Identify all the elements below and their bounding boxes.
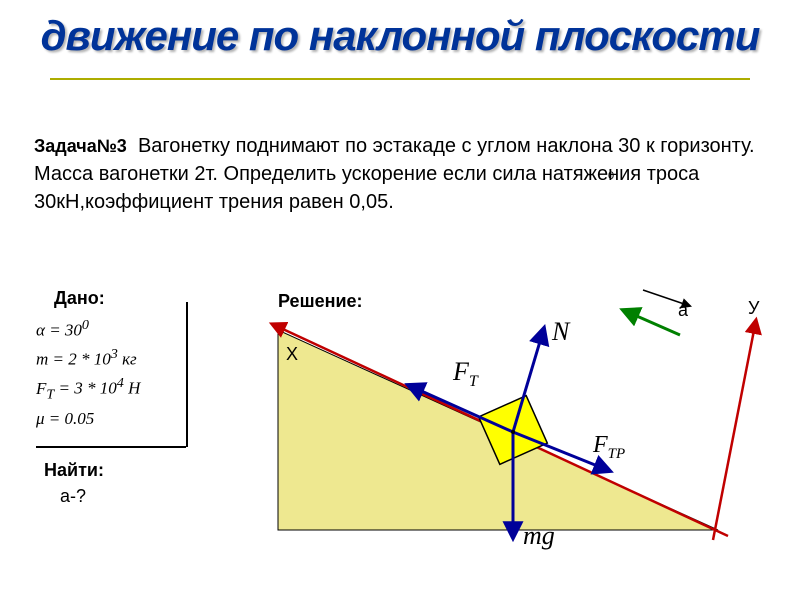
x-axis-label: Х (286, 344, 298, 364)
accel-label: а (678, 300, 689, 320)
accel-arrow (623, 310, 680, 335)
given-m: m = 2 * 103 кг (36, 344, 140, 373)
force-ftp-label: FТР (592, 432, 625, 462)
given-alpha: α = 300 (36, 315, 140, 344)
given-label: Дано: (54, 288, 105, 309)
force-n-label: N (551, 317, 571, 346)
given-values: α = 300 m = 2 * 103 кг FT = 3 * 104 H μ … (36, 315, 140, 432)
given-ft: FT = 3 * 104 H (36, 373, 140, 406)
given-divider-v (186, 302, 188, 447)
problem-text: Задача№3 Вагонетку поднимают по эстакаде… (34, 132, 794, 216)
title-underline (50, 78, 750, 80)
find-value: а-? (60, 486, 86, 507)
problem-label: Задача№3 (34, 136, 127, 156)
given-divider-h (36, 446, 186, 448)
page-title: движение по наклонной плоскости (0, 12, 800, 60)
problem-body: Вагонетку поднимают по эстакаде с углом … (34, 135, 755, 213)
degree-superscript: 0 (608, 170, 614, 182)
incline-diagram: Х У N FT FТР mg а (248, 280, 788, 580)
find-label: Найти: (44, 460, 104, 481)
y-axis (713, 320, 756, 540)
force-mg-label: mg (523, 521, 555, 550)
y-axis-label: У (748, 298, 760, 318)
given-mu: μ = 0.05 (36, 406, 140, 432)
force-ft-label: FT (452, 357, 479, 390)
